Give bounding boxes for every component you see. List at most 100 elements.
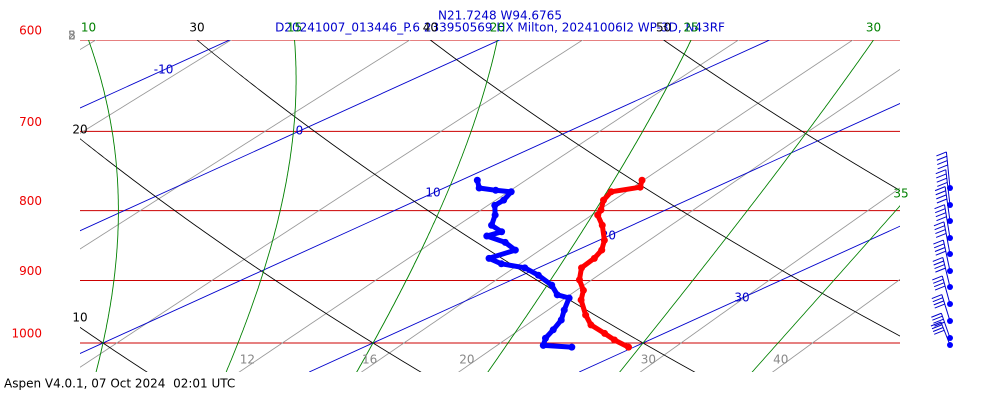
wind-barbs — [930, 151, 953, 348]
profile-point — [578, 264, 586, 272]
barb-staff — [945, 151, 951, 189]
barb-dot — [947, 202, 953, 208]
profile-point — [498, 228, 506, 236]
y-tick-label: 1000 — [11, 327, 42, 341]
barb-flag — [934, 247, 946, 252]
mixing-ratio-line — [80, 40, 232, 134]
profile-point — [610, 336, 618, 344]
barb-flag — [934, 208, 946, 214]
profile-point — [492, 186, 500, 194]
moist-adiabat-label: 35 — [893, 187, 908, 201]
barb-flag — [932, 275, 943, 281]
barb-flag — [934, 264, 945, 270]
barb-flag — [931, 312, 942, 318]
moist-adiabat — [356, 40, 498, 372]
barb-flag — [932, 297, 943, 303]
isotherm-label: 30 — [734, 291, 749, 305]
barb-dot — [947, 268, 953, 274]
profile-point — [597, 206, 605, 214]
barb-flag — [932, 257, 944, 262]
footer: Aspen V4.0.1, 07 Oct 2024 02:01 UTC — [4, 377, 235, 391]
profile-point — [607, 188, 615, 196]
profile-point — [485, 254, 493, 262]
barb-dot — [947, 251, 953, 257]
profile-point — [497, 260, 505, 268]
barb-flag — [936, 216, 947, 222]
profile-point — [553, 291, 561, 299]
profile-point — [568, 343, 576, 351]
mixing-ratio-label: 20 — [459, 353, 474, 367]
barb-staff — [940, 313, 951, 339]
moist-adiabat — [619, 40, 875, 372]
moist-adiabat-label: 10 — [81, 21, 96, 35]
barb-flag — [934, 303, 945, 309]
barb-flag — [931, 324, 943, 330]
barb-flag — [933, 318, 944, 324]
isotherm-label: -10 — [154, 63, 174, 77]
profile-line — [576, 179, 645, 350]
y-tick-label: 600 — [19, 24, 42, 38]
moist-adiabat — [225, 40, 297, 372]
barb-dot — [947, 301, 953, 307]
barb-staff — [944, 186, 951, 222]
barb-dot — [947, 342, 953, 348]
barb-flag — [934, 225, 945, 231]
barb-staff — [941, 275, 951, 305]
mixing-ratio-label: 8 — [68, 29, 76, 43]
barb-flag — [933, 239, 944, 245]
barb-flag — [932, 315, 943, 321]
mixing-ratio-label: 2 — [68, 29, 76, 43]
dry-adiabat — [80, 138, 422, 372]
mixing-ratio-line — [639, 187, 900, 372]
isotherm — [579, 225, 900, 372]
barb-flag — [934, 329, 945, 335]
dry-adiabat — [429, 40, 900, 337]
barb-staff — [941, 294, 951, 322]
barb-dot — [947, 335, 953, 341]
profile-point — [598, 246, 606, 254]
profile-point — [483, 232, 491, 240]
dry-adiabat-label: 20 — [72, 123, 87, 137]
barb-flag — [933, 243, 945, 249]
profile-point — [475, 184, 483, 192]
barb-flag — [934, 186, 946, 192]
profile-point — [560, 306, 568, 314]
moist-adiabat — [751, 205, 900, 372]
profile-point — [590, 254, 598, 262]
profile-point — [539, 341, 547, 349]
isotherm — [80, 40, 771, 354]
dry-adiabat-label: 10 — [72, 311, 87, 325]
barb-flag — [935, 250, 946, 256]
barb-dot — [947, 318, 953, 324]
chart-subtitle: D20241007_013446_P.6 233950569 HX Milton… — [275, 21, 725, 35]
plot-lines — [80, 40, 900, 372]
y-tick-label: 800 — [19, 194, 42, 208]
barb-flag — [936, 173, 947, 179]
profile-point — [582, 311, 590, 319]
barb-staff — [940, 321, 951, 346]
barb-staff — [944, 204, 951, 239]
barb-flag — [935, 229, 946, 235]
barb-flag — [935, 267, 946, 273]
barb-flag — [936, 155, 948, 161]
barb-dot — [947, 284, 953, 290]
barb-flag — [933, 221, 945, 227]
dry-adiabat-label: 30 — [189, 21, 204, 35]
profile-point — [500, 196, 508, 204]
barb-flag — [933, 282, 945, 288]
profile-point — [598, 221, 606, 229]
dry-adiabat-label: 50 — [656, 21, 671, 35]
mixing-ratio-line — [238, 40, 740, 372]
y-tick-label: 900 — [19, 264, 42, 278]
profile-point — [521, 264, 529, 272]
profile-point — [534, 271, 542, 279]
mixing-ratio-line — [458, 68, 900, 372]
profile-point — [587, 321, 595, 329]
profile-point — [600, 236, 608, 244]
barb-staff — [942, 239, 951, 272]
moist-adiabat-label: 20 — [490, 21, 505, 35]
mixing-ratio-label: 16 — [362, 353, 377, 367]
moist-adiabat-label: 30 — [866, 21, 881, 35]
